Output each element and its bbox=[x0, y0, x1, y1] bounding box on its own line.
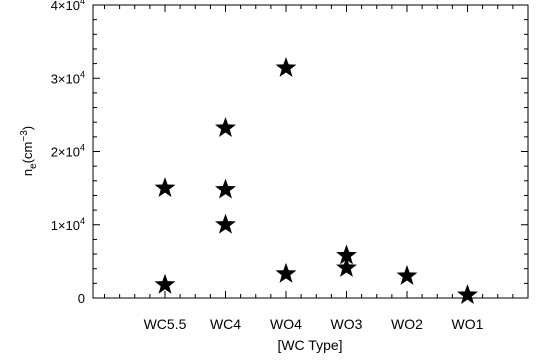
y-tick-label: 4×104 bbox=[51, 0, 85, 13]
plot-frame bbox=[92, 4, 529, 299]
x-tick-label: WO2 bbox=[391, 316, 423, 332]
star-data-point bbox=[275, 57, 297, 77]
star-data-point bbox=[336, 256, 357, 277]
star-data-point bbox=[396, 265, 418, 285]
y-axis-label: ne(cm−3) bbox=[19, 126, 39, 176]
x-tick-label: WO4 bbox=[270, 316, 302, 332]
x-tick-label: WC4 bbox=[210, 316, 241, 332]
star-data-point bbox=[154, 177, 176, 198]
star-data-point bbox=[215, 213, 236, 234]
star-data-point bbox=[336, 244, 357, 265]
y-tick-label: 1×104 bbox=[51, 216, 85, 233]
star-data-point bbox=[154, 273, 176, 294]
star-data-point bbox=[215, 178, 236, 199]
y-tick-label: 2×104 bbox=[51, 143, 85, 160]
star-data-point bbox=[215, 117, 236, 137]
y-tick-label: 0 bbox=[78, 291, 85, 306]
y-tick-label: 3×104 bbox=[51, 69, 85, 86]
data-points bbox=[154, 57, 478, 304]
x-axis: WC5.5 WC4 WO4 WO3 WO2 WO1 bbox=[104, 5, 529, 332]
star-data-point bbox=[457, 284, 478, 304]
y-axis: 0 1×104 2×104 3×104 4×104 bbox=[51, 0, 528, 306]
x-tick-label: WO3 bbox=[331, 316, 363, 332]
x-tick-label: WO1 bbox=[452, 316, 484, 332]
x-axis-label: [WC Type] bbox=[277, 337, 342, 353]
star-data-point bbox=[275, 262, 297, 283]
x-tick-label: WC5.5 bbox=[144, 316, 187, 332]
